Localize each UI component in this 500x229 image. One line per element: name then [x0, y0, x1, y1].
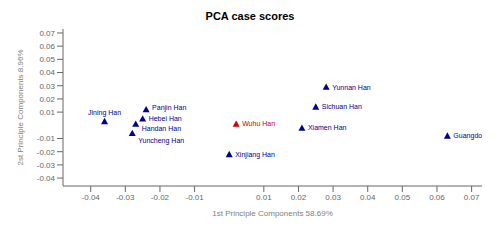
svg-text:2st Principle Components 8.96%: 2st Principle Components 8.96%: [16, 49, 25, 165]
svg-text:0.07: 0.07: [464, 193, 480, 202]
svg-text:Xinjiang Han: Xinjiang Han: [235, 151, 275, 159]
html-text:PCA case scores: PCA case scores: [205, 10, 295, 22]
svg-text:-0.01: -0.01: [37, 134, 56, 143]
svg-text:0.03: 0.03: [325, 193, 341, 202]
svg-text:0.04: 0.04: [360, 193, 376, 202]
svg-text:-0.02: -0.02: [151, 193, 170, 202]
svg-text:0.05: 0.05: [395, 193, 411, 202]
svg-text:Hebei Han: Hebei Han: [149, 115, 182, 122]
svg-text:1st Principle Components 58.69: 1st Principle Components 58.69%: [212, 209, 333, 218]
svg-text:-0.04: -0.04: [37, 174, 56, 183]
svg-text:Panjin Han: Panjin Han: [152, 104, 186, 112]
svg-text:0.02: 0.02: [291, 193, 307, 202]
svg-text:Jining Han: Jining Han: [88, 109, 121, 117]
svg-text:Yunnan Han: Yunnan Han: [332, 84, 371, 91]
svg-text:0.02: 0.02: [39, 95, 55, 104]
svg-text:0.03: 0.03: [39, 82, 55, 91]
svg-text:-0.03: -0.03: [37, 161, 56, 170]
svg-text:Wuhu Han: Wuhu Han: [242, 120, 275, 127]
svg-text:Xiamen Han: Xiamen Han: [308, 124, 347, 131]
svg-text:-0.04: -0.04: [82, 193, 101, 202]
svg-text:0.04: 0.04: [39, 68, 55, 77]
svg-text:0.06: 0.06: [429, 193, 445, 202]
svg-text:0.07: 0.07: [39, 29, 55, 38]
svg-text:Handan Han: Handan Han: [142, 125, 181, 132]
svg-text:0.01: 0.01: [39, 108, 55, 117]
svg-text:Yuncheng Han: Yuncheng Han: [138, 137, 184, 145]
svg-text:-0.01: -0.01: [185, 193, 204, 202]
svg-text:-0.03: -0.03: [116, 193, 135, 202]
svg-text:Guangdong Han: Guangdong Han: [453, 132, 482, 140]
svg-text:0.01: 0.01: [256, 193, 272, 202]
svg-text:0.05: 0.05: [39, 55, 55, 64]
svg-text:Sichuan Han: Sichuan Han: [322, 103, 362, 110]
svg-text:0.06: 0.06: [39, 42, 55, 51]
svg-text:-0.02: -0.02: [37, 148, 56, 157]
